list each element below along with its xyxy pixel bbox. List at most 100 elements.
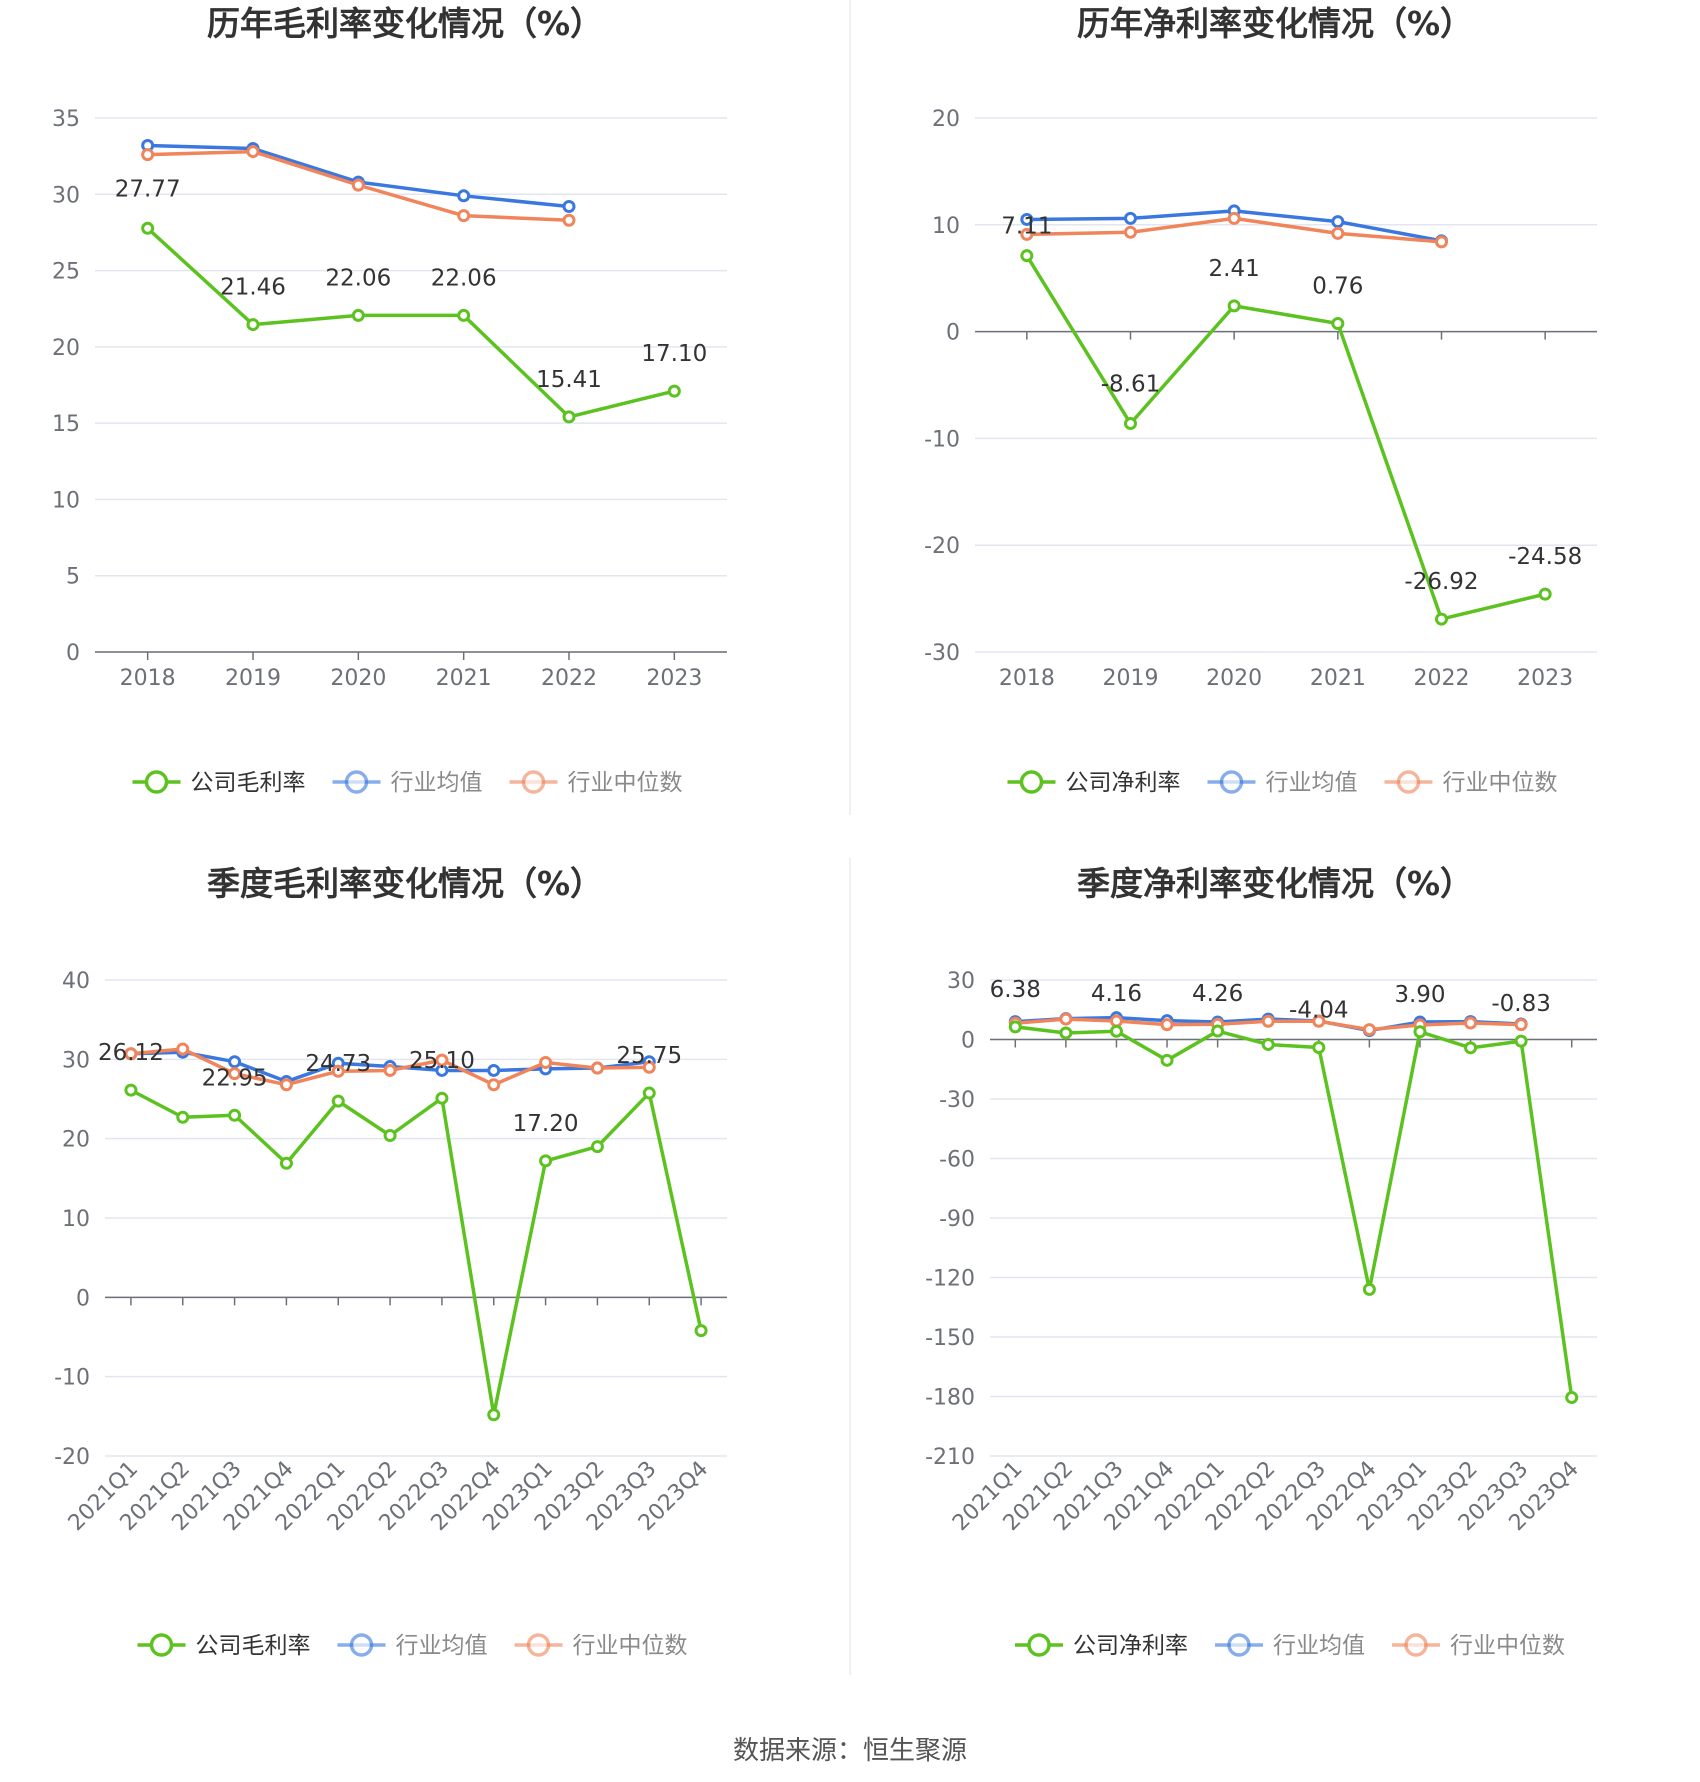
x-tick-label: 2020	[330, 666, 386, 691]
chart-annual-net-margin: 历年净利率变化情况（%） -30 -20 -10 0 10 20 2018 2019 2020 20…	[924, 4, 1597, 796]
legend-label: 行业中位数	[1443, 770, 1558, 796]
data-label: 6.38	[990, 977, 1041, 1003]
data-label: -24.58	[1508, 544, 1582, 570]
data-point-company	[1312, 1041, 1326, 1055]
data-point-company	[1020, 249, 1034, 263]
chart-annual-gross-margin: 历年毛利率变化情况（%） 0 5 10 15 20 25 30 35 2018 2019 2020 20…	[52, 4, 727, 796]
y-tick-label: 30	[62, 1048, 90, 1073]
legend-marker-icon	[1027, 1633, 1051, 1657]
series-line-company	[146, 227, 675, 419]
legend-marker-icon	[349, 1633, 374, 1657]
data-label: 0.76	[1312, 273, 1363, 299]
data-point-company	[1261, 1037, 1275, 1051]
data-point-company	[1413, 1025, 1427, 1039]
legend-item-industry_avg: 行业均值	[1215, 1633, 1365, 1659]
y-tick-label: 0	[76, 1286, 90, 1311]
legend-marker-icon	[344, 770, 369, 794]
x-tick-label: 2018	[999, 666, 1055, 691]
data-point-industry_median	[1435, 235, 1448, 249]
data-label: 2.41	[1209, 256, 1260, 282]
legend: 公司毛利率 行业均值 行业中位数	[132, 770, 683, 796]
data-label: 15.41	[536, 367, 602, 393]
data-point-company	[1211, 1024, 1225, 1038]
legend-item-industry_median: 行业中位数	[509, 770, 683, 796]
data-label: 4.26	[1192, 981, 1243, 1007]
data-label: -26.92	[1404, 569, 1478, 595]
series-line-company	[130, 1088, 703, 1417]
y-tick-label: -210	[925, 1445, 975, 1470]
data-label: -8.61	[1101, 372, 1161, 398]
data-point-industry_median	[457, 209, 471, 223]
legend-marker-icon	[1227, 1633, 1251, 1657]
data-point-industry_median	[279, 1078, 293, 1092]
data-point-industry_median	[383, 1063, 397, 1077]
y-tick-label: -180	[925, 1386, 975, 1411]
y-tick-label: 30	[52, 183, 80, 208]
data-point-company	[351, 308, 365, 322]
chart-title: 季度净利率变化情况（%）	[1077, 864, 1473, 903]
legend-label: 行业均值	[1266, 770, 1358, 796]
x-tick-label: 2019	[1103, 666, 1159, 691]
data-point-industry_median	[435, 1053, 449, 1067]
y-tick-label: 10	[932, 214, 960, 239]
y-tick-label: -90	[939, 1207, 975, 1232]
x-tick-label: 2022	[541, 666, 597, 691]
series-line-company	[1015, 1025, 1574, 1398]
data-label: 24.73	[305, 1051, 371, 1077]
data-label: 22.06	[325, 265, 391, 291]
chart-title: 历年净利率变化情况（%）	[1077, 4, 1473, 43]
y-tick-label: 10	[52, 488, 80, 513]
data-point-company	[176, 1110, 190, 1124]
y-tick-label: 35	[52, 107, 80, 132]
y-tick-label: 30	[947, 969, 975, 994]
data-label: 27.77	[115, 176, 181, 202]
data-point-company	[1362, 1282, 1376, 1296]
legend-item-company: 公司净利率	[1007, 770, 1181, 796]
x-tick-label: 2023	[646, 666, 702, 691]
data-label: -0.83	[1491, 991, 1551, 1017]
data-label: 7.11	[1001, 214, 1052, 240]
legend-item-industry_avg: 行业均值	[1207, 770, 1358, 796]
data-point-industry_median	[1020, 227, 1034, 241]
legend-item-industry_avg: 行业均值	[332, 770, 483, 796]
data-point-company	[1124, 417, 1137, 431]
data-label: 26.12	[98, 1040, 164, 1066]
data-point-industry_median	[487, 1078, 501, 1092]
data-point-company	[246, 318, 260, 332]
data-label: 21.46	[220, 275, 286, 301]
legend-marker-icon	[1404, 1633, 1428, 1657]
data-point-industry_avg	[228, 1055, 242, 1069]
chart-quarterly-gross-margin: 季度毛利率变化情况（%）-20-100102030402021Q12021Q22…	[54, 864, 727, 1659]
data-label: 22.06	[431, 265, 497, 291]
y-tick-label: 15	[52, 412, 80, 437]
y-tick-label: 0	[961, 1029, 975, 1054]
data-point-industry_median	[1464, 1016, 1478, 1030]
data-point-industry_median	[141, 148, 155, 162]
legend-item-industry_median: 行业中位数	[1392, 1633, 1565, 1659]
data-point-industry_median	[642, 1060, 656, 1074]
y-tick-label: -10	[54, 1366, 90, 1391]
data-point-industry_median	[562, 213, 576, 227]
y-tick-label: 10	[62, 1207, 90, 1232]
data-point-company	[228, 1108, 242, 1122]
data-point-industry_median	[1227, 211, 1241, 225]
y-tick-label: -20	[54, 1445, 90, 1470]
x-tick-label: 2021	[436, 666, 492, 691]
y-tick-label: 40	[62, 969, 90, 994]
x-tick-label: 2022	[1414, 666, 1470, 691]
legend-item-industry_avg: 行业均值	[337, 1633, 488, 1659]
data-point-company	[1331, 316, 1345, 330]
data-point-industry_median	[228, 1067, 242, 1081]
chart-title: 季度毛利率变化情况（%）	[207, 864, 603, 903]
y-tick-label: 0	[66, 641, 80, 666]
legend-item-company: 公司净利率	[1015, 1633, 1188, 1659]
data-point-company	[539, 1154, 553, 1168]
data-point-industry_median	[1160, 1018, 1174, 1032]
data-point-company	[331, 1094, 345, 1108]
y-tick-label: 20	[932, 107, 960, 132]
data-point-company	[1538, 587, 1552, 601]
y-tick-label: 25	[52, 260, 80, 285]
y-tick-label: -10	[924, 427, 960, 452]
data-point-industry_median	[1312, 1014, 1326, 1028]
data-label: 17.20	[513, 1111, 579, 1137]
